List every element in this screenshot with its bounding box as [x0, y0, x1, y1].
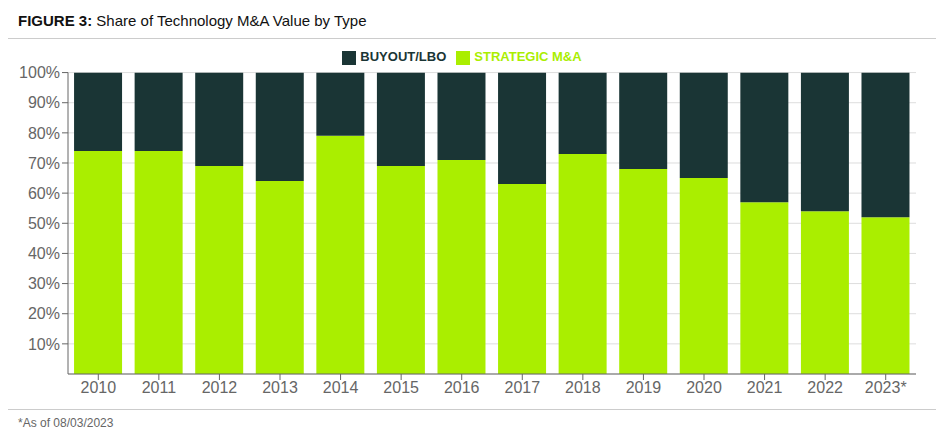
svg-text:90%: 90%: [28, 94, 60, 111]
html-text:STRATEGIC M&A: STRATEGIC M&A: [474, 49, 582, 64]
svg-text:70%: 70%: [28, 155, 60, 172]
svg-text:10%: 10%: [28, 336, 60, 353]
svg-text:2020: 2020: [686, 379, 722, 396]
html-text:*As of 08/03/2023: *As of 08/03/2023: [18, 416, 114, 430]
svg-text:2013: 2013: [262, 379, 298, 396]
svg-text:2010: 2010: [80, 379, 116, 396]
svg-text:2015: 2015: [383, 379, 419, 396]
svg-text:2017: 2017: [504, 379, 540, 396]
svg-text:2011: 2011: [142, 379, 177, 396]
svg-text:40%: 40%: [28, 245, 60, 262]
svg-text:2021: 2021: [747, 379, 783, 396]
svg-text:2014: 2014: [323, 379, 359, 396]
svg-text:80%: 80%: [28, 125, 60, 142]
html-text:FIGURE 3: Share of Technology: FIGURE 3: Share of Technology M&A Value …: [18, 12, 367, 29]
svg-text:2022: 2022: [807, 379, 843, 396]
svg-text:60%: 60%: [28, 185, 60, 202]
svg-text:50%: 50%: [28, 215, 60, 232]
svg-text:2018: 2018: [565, 379, 601, 396]
svg-text:2019: 2019: [626, 379, 662, 396]
svg-text:2023*: 2023*: [865, 379, 907, 396]
html-text:BUYOUT/LBO: BUYOUT/LBO: [360, 49, 447, 64]
svg-text:30%: 30%: [28, 275, 60, 292]
svg-text:2016: 2016: [444, 379, 480, 396]
svg-text:100%: 100%: [19, 64, 60, 81]
svg-text:20%: 20%: [28, 305, 60, 322]
svg-text:2012: 2012: [202, 379, 238, 396]
